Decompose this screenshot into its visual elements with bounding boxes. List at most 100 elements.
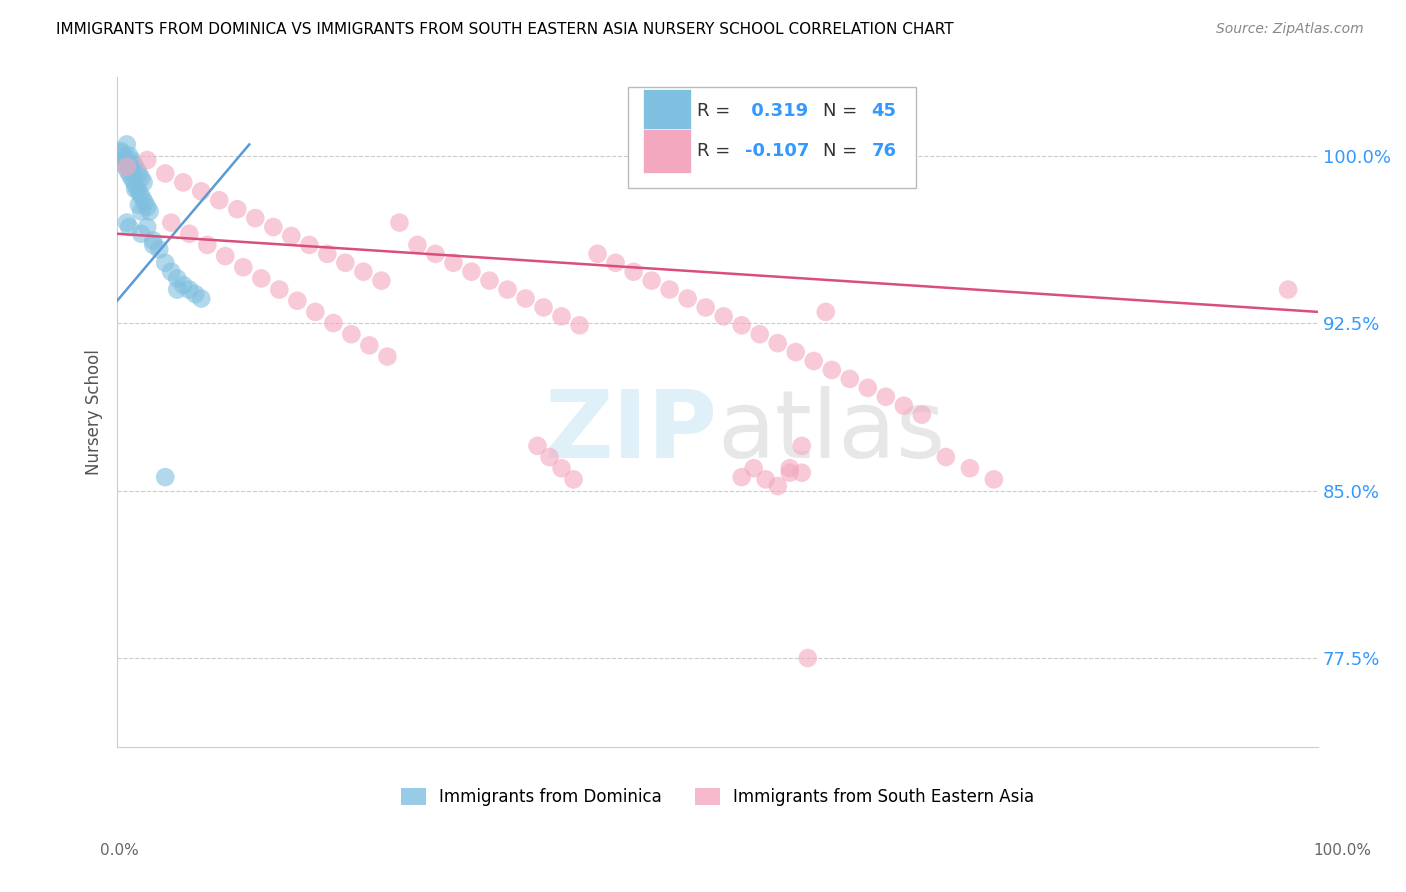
Point (245, 211, 267, 226)
Point (856, 381, 879, 395)
Point (766, 336, 789, 351)
Point (748, 327, 770, 342)
Point (755, 472, 778, 486)
Point (731, 470, 754, 484)
Point (115, 160, 138, 174)
Point (155, 166, 177, 180)
Point (184, 287, 207, 301)
Point (796, 651, 818, 665)
Point (568, 318, 591, 333)
Point (790, 466, 813, 480)
Y-axis label: Nursery School: Nursery School (86, 350, 103, 475)
Point (179, 227, 201, 241)
FancyBboxPatch shape (643, 129, 692, 173)
Point (731, 318, 754, 333)
Point (124, 182, 146, 196)
Point (129, 227, 152, 241)
Point (538, 450, 561, 464)
Text: ZIP: ZIP (544, 386, 717, 478)
Point (821, 363, 844, 377)
Point (959, 461, 981, 475)
Point (115, 137, 138, 152)
Point (214, 249, 236, 263)
Point (166, 271, 188, 285)
Point (250, 271, 273, 285)
Point (443, 256, 465, 270)
Point (298, 238, 321, 252)
Point (893, 399, 915, 413)
Point (128, 166, 150, 180)
Text: Source: ZipAtlas.com: Source: ZipAtlas.com (1216, 22, 1364, 37)
Point (131, 191, 153, 205)
Point (935, 450, 957, 464)
Point (785, 345, 807, 359)
Point (359, 338, 381, 352)
Point (122, 157, 145, 171)
Point (138, 204, 160, 219)
Point (496, 283, 519, 297)
Point (285, 293, 308, 308)
Point (160, 265, 183, 279)
Point (304, 305, 326, 319)
FancyBboxPatch shape (627, 87, 915, 188)
Point (478, 274, 501, 288)
Point (550, 310, 572, 324)
Point (766, 479, 789, 493)
Point (695, 301, 717, 315)
Point (148, 243, 170, 257)
Point (377, 350, 399, 364)
Point (111, 146, 134, 161)
Point (814, 305, 837, 319)
Point (779, 466, 801, 480)
Point (127, 182, 149, 196)
Point (623, 265, 645, 279)
Point (1277, 283, 1299, 297)
Point (190, 184, 212, 198)
Point (605, 256, 627, 270)
Point (142, 234, 165, 248)
Point (118, 220, 141, 235)
Point (129, 170, 152, 185)
Point (121, 173, 143, 187)
FancyBboxPatch shape (643, 89, 692, 133)
Point (550, 461, 572, 475)
Point (128, 198, 150, 212)
Text: 100.0%: 100.0% (1313, 843, 1372, 858)
Point (125, 161, 148, 176)
Point (155, 256, 177, 270)
Point (208, 194, 231, 208)
Text: 0.319: 0.319 (745, 102, 808, 120)
Point (838, 372, 860, 386)
Text: R =: R = (697, 102, 737, 120)
Point (136, 200, 159, 214)
Point (118, 157, 141, 171)
Point (562, 472, 585, 486)
Point (117, 164, 139, 178)
Text: N =: N = (824, 142, 863, 161)
Point (316, 247, 339, 261)
Point (779, 461, 801, 475)
Point (352, 265, 374, 279)
Point (136, 153, 159, 167)
Text: atlas: atlas (717, 386, 946, 478)
Text: -0.107: -0.107 (745, 142, 810, 161)
Point (533, 301, 555, 315)
Point (983, 472, 1005, 486)
Point (155, 470, 177, 484)
Point (658, 283, 681, 297)
Point (340, 327, 363, 342)
Point (172, 278, 194, 293)
Point (115, 153, 138, 167)
Point (640, 274, 662, 288)
Point (118, 148, 141, 162)
Point (803, 354, 825, 368)
Point (179, 283, 201, 297)
Point (790, 439, 813, 453)
Point (142, 238, 165, 252)
Text: 0.0%: 0.0% (100, 843, 139, 858)
Point (232, 260, 254, 275)
Point (190, 292, 212, 306)
Point (112, 151, 135, 165)
Point (370, 274, 392, 288)
Point (166, 283, 188, 297)
